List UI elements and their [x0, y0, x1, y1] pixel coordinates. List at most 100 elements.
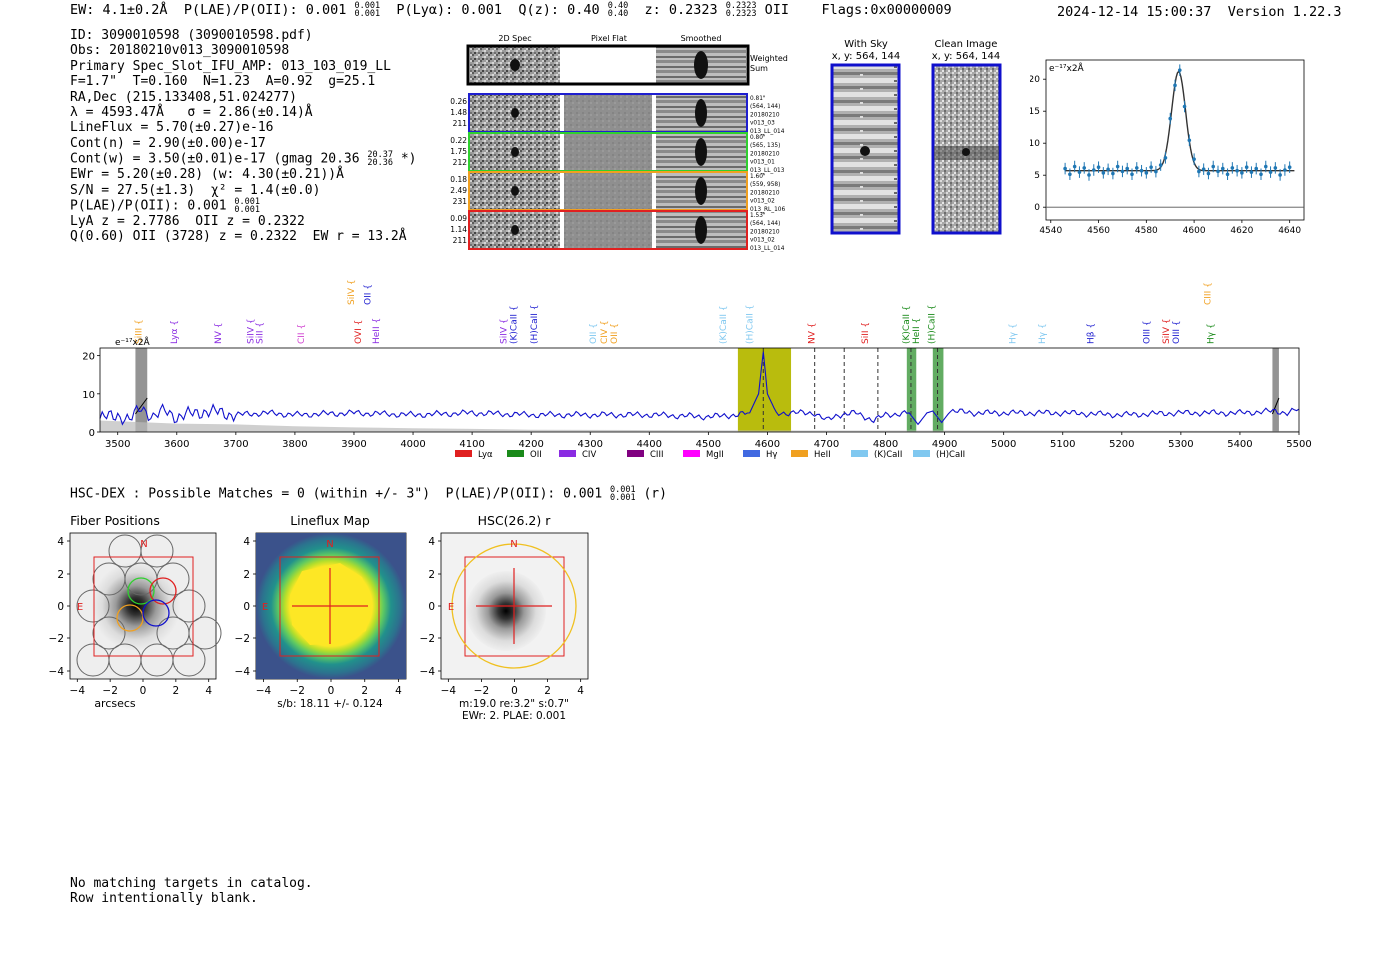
fit-data-point: [1144, 171, 1149, 175]
info-contw-text: Cont(w) = 3.50(±0.01)e-17 (gmag 20.36: [70, 151, 360, 167]
spectrum-x-tick-label: 4900: [932, 439, 957, 450]
stamp-title-fiber: Fiber Positions: [70, 513, 160, 528]
fit-data-point: [1240, 171, 1244, 175]
spectrum-x-tick-label: 5500: [1286, 439, 1311, 450]
spectrum-ylabel: e⁻¹⁷x2Å: [115, 336, 151, 348]
spectrum-line-label: SiIII {: [134, 319, 144, 344]
spectrum-x-tick-label: 5400: [1227, 439, 1252, 450]
legend-label: OII: [530, 450, 542, 460]
spectrum-x-tick-label: 5100: [1050, 439, 1075, 450]
fit-data-point: [1177, 68, 1182, 72]
fit-data-point: [1087, 173, 1091, 177]
col-label-smoothed: Smoothed: [681, 34, 722, 43]
info-lineflux: LineFlux = 5.70(±0.27)e-16: [70, 120, 274, 136]
clean-image-title: Clean Image: [935, 39, 998, 50]
stamp-y-tick-label: −4: [235, 666, 251, 678]
fit-data-point: [1091, 168, 1096, 172]
info-contw-sup: 20.37: [367, 150, 394, 161]
with-sky-coords: x, y: 564, 144: [832, 51, 901, 62]
spectrum-line-label: OII {: [589, 323, 599, 344]
cutout-right-value: v013_02: [750, 238, 775, 244]
fit-data-point: [1287, 165, 1292, 169]
fiber-e-label: E: [77, 602, 83, 613]
header-qz-sup: 0.40: [607, 1, 629, 11]
fit-data-point: [1220, 166, 1225, 171]
hsc-line-end: (r): [643, 486, 667, 502]
header-z-sup: 0.2323: [725, 1, 757, 11]
info-f-line: F=1.7" T=0.160 N=1.23 A=0.92 g=25.1: [70, 74, 376, 90]
stamp-x-tick-label: −2: [290, 685, 305, 697]
cutout-right-value: (564, 144): [750, 104, 780, 110]
fit-data-point: [1134, 166, 1139, 170]
fit-y-tick-label: 20: [1030, 75, 1040, 85]
legend-label: Lyα: [478, 450, 493, 460]
fit-data-point: [1154, 169, 1158, 174]
header-z-sub: 0.2323: [725, 9, 757, 19]
spectrum-line-label: CIV {: [600, 320, 610, 344]
cutout-left-value: 1.48: [450, 108, 467, 117]
stamp-y-tick-label: 2: [243, 569, 250, 581]
stamp-y-tick-label: 2: [57, 569, 64, 581]
hsc-dex-summary: HSC-DEX : Possible Matches = 0 (within +…: [70, 486, 667, 503]
fit-x-tick-label: 4600: [1183, 226, 1206, 235]
spectrum-line-label: OIII {: [1143, 320, 1153, 344]
info-contn: Cont(n) = 2.90(±0.00)e-17: [70, 135, 266, 151]
fit-data-point: [1187, 138, 1192, 143]
cutout-panel: 2D Spec Pixel Flat Smoothed Weighted Sum…: [450, 34, 788, 252]
cutout-left-value: 2.49: [450, 186, 467, 195]
fit-data-point: [1225, 172, 1230, 177]
spectrum-line-label: OII {: [364, 284, 374, 305]
cutout-right-value: v013_03: [750, 121, 775, 127]
spectrum-x-tick-label: 4100: [459, 439, 484, 450]
spectrum-line-label: (H)CaII {: [530, 305, 540, 345]
info-contw-sub: 20.36: [367, 158, 394, 169]
header-qz: Q(z): 0.40: [518, 2, 600, 18]
spectrum-line-label: OVI {: [354, 320, 364, 344]
info-q: Q(0.60) OII (3728) z = 0.2322 EW r = 13.…: [70, 229, 407, 245]
fit-frame: [1045, 59, 1305, 221]
cutout-right-value: 1.53": [750, 213, 766, 219]
cutout-right-value: v013_02: [750, 199, 775, 205]
stamp-x-tick-label: −2: [474, 685, 489, 697]
spectrum-line-label: CII {: [297, 324, 307, 344]
cutout-row: 0.18 2.49 231 1.60" (559, 958) 20180210 v013_0…: [450, 171, 785, 213]
info-primary: Primary Spec_Slot_IFU_AMP: 013_103_019_L…: [70, 58, 391, 74]
fit-data-point: [1263, 164, 1268, 169]
fit-x-tick-label: 4580: [1135, 226, 1158, 235]
image-stamps: Fiber Positions N E arcsecs Lineflux Map…: [49, 513, 589, 722]
fit-data-point: [1101, 171, 1106, 175]
info-plae-sub: 0.001: [234, 205, 260, 216]
fit-y-tick-label: 10: [1030, 139, 1040, 149]
header-z-line: OII: [764, 2, 790, 18]
hsc-line-text: HSC-DEX : Possible Matches = 0 (within +…: [70, 486, 603, 502]
spectrum-line-label: Hβ {: [1086, 323, 1096, 344]
spectrum-y-tick-label: 20: [82, 352, 95, 363]
stamp-x-tick-label: −4: [441, 685, 457, 697]
stamp-x-tick-label: 2: [544, 685, 551, 697]
clean-image-coords: x, y: 564, 144: [932, 51, 1001, 62]
spectrum-x-tick-label: 4000: [400, 439, 425, 450]
info-obs: Obs: 20180210v013_3090010598: [70, 43, 290, 59]
fit-data-point: [1163, 156, 1168, 160]
stamp-title-lineflux: Lineflux Map: [290, 513, 370, 528]
fit-x-tick-label: 4640: [1278, 226, 1301, 235]
stamp-x-tick-label: −2: [102, 685, 117, 697]
detection-info: ID: 3090010598 (3090010598.pdf) Obs: 201…: [70, 28, 417, 245]
fit-unit-label: e⁻¹⁷x2Å: [1049, 62, 1085, 74]
spectrum-line-label: OIII {: [1172, 320, 1182, 344]
cutout-left-value: 0.22: [450, 136, 467, 145]
fit-x-tick-label: 4560: [1087, 226, 1110, 235]
cutout-right-value: (564, 144): [750, 221, 780, 227]
spectrum-x-tick-label: 3600: [164, 439, 189, 450]
legend-swatch: [627, 450, 644, 457]
stamp-y-tick-label: 2: [428, 569, 435, 581]
legend-label: CIII: [650, 450, 663, 460]
stamp-x-tick-label: 4: [205, 685, 212, 697]
fit-data-point: [1120, 169, 1125, 174]
cutout-right-value: 013_LL_013: [750, 168, 785, 174]
spectrum-line-label: OII {: [610, 323, 620, 344]
spectrum-x-tick-label: 3900: [341, 439, 366, 450]
stamp-y-tick-label: −2: [420, 633, 435, 645]
sky-panels: With Sky x, y: 564, 144 Clean Image x, y…: [830, 39, 1002, 235]
spectrum-x-tick-label: 4800: [873, 439, 898, 450]
